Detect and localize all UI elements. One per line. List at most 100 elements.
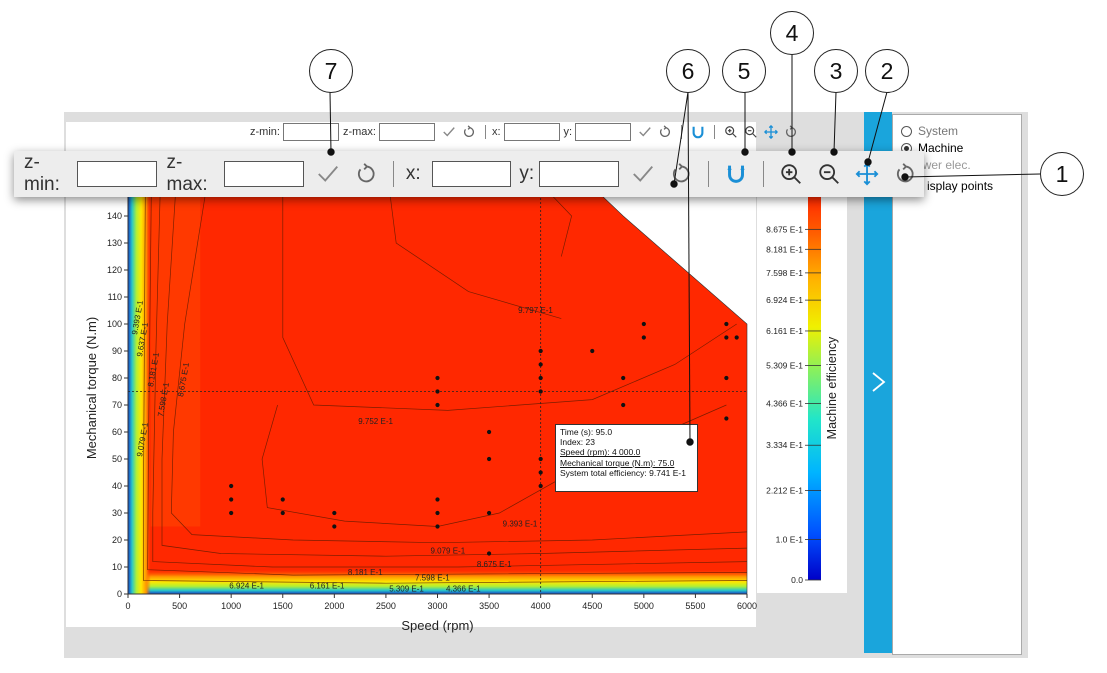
callout-1: 1	[1040, 152, 1084, 196]
zoom-out-icon[interactable]	[817, 161, 841, 187]
radio-power-elec[interactable]: ower elec.	[916, 158, 971, 172]
zoom-in-icon[interactable]	[724, 125, 738, 139]
toolbar-divider	[707, 161, 709, 187]
contour-line	[170, 162, 747, 544]
magnet-icon[interactable]	[691, 125, 705, 139]
contour-label: 9.079 E-1	[430, 547, 465, 556]
operating-point	[435, 510, 440, 516]
callout-4: 4	[770, 11, 814, 55]
x-label: x:	[405, 163, 421, 184]
y-tick-label: 40	[112, 481, 122, 491]
collapse-sidebar[interactable]	[864, 112, 892, 653]
operating-point	[229, 510, 234, 516]
contour-line	[161, 162, 747, 557]
chevron-right-icon[interactable]	[870, 370, 888, 394]
x-input[interactable]	[431, 161, 512, 187]
callout-6: 6	[666, 49, 710, 93]
radio-label: Machine	[918, 141, 964, 155]
x-label-small: x:	[491, 126, 501, 138]
y-input[interactable]	[539, 161, 619, 187]
contour-label: 8.181 E-1	[348, 568, 383, 577]
contour-line	[385, 162, 562, 319]
contour-line	[147, 162, 747, 576]
toolbar-divider	[393, 161, 394, 187]
apply-xy-check-icon[interactable]	[631, 161, 655, 187]
colorbar-tick-label: 1.0 E-1	[776, 535, 804, 545]
radio-system[interactable]: System	[901, 124, 958, 138]
contour-line	[152, 162, 747, 568]
zoom-out-icon[interactable]	[744, 125, 758, 139]
zmin-input[interactable]	[76, 161, 157, 187]
tooltip-efficiency: System total efficiency: 9.741 E-1	[560, 467, 686, 478]
colorbar-tick-label: 7.598 E-1	[766, 268, 803, 278]
zmax-label: z-max:	[166, 152, 208, 195]
zmax-label-small: z-max:	[342, 126, 376, 138]
contour-label: 9.393 E-1	[503, 520, 538, 529]
tooltip-speed: Speed (rpm): 4 000.0	[560, 447, 641, 458]
check-icon[interactable]	[442, 125, 456, 139]
operating-point	[435, 375, 440, 381]
x-tick-label: 5000	[634, 601, 654, 611]
y-tick-label: 0	[117, 589, 122, 599]
operating-point	[486, 551, 492, 556]
y-tick-label: 50	[112, 454, 122, 464]
operating-point	[538, 389, 543, 394]
colorbar-tick-label: 3.334 E-1	[766, 440, 803, 450]
operating-point	[486, 510, 492, 516]
y-label-small: y:	[563, 126, 573, 138]
callout-2: 2	[865, 49, 909, 93]
check-icon[interactable]	[638, 125, 652, 139]
contour-line	[282, 162, 737, 411]
radio-button[interactable]	[901, 125, 912, 137]
y-tick-label: 110	[108, 292, 122, 302]
reset-xy-icon[interactable]	[669, 161, 693, 187]
y-tick-label: 10	[112, 562, 122, 572]
contour-label: 7.598 E-1	[415, 574, 450, 583]
operating-point	[486, 456, 492, 462]
x-tick-label: 1000	[221, 601, 241, 611]
operating-point	[724, 335, 729, 340]
reset-icon[interactable]	[658, 125, 672, 139]
small-toolbar: z-min: z-max: x: y:	[250, 121, 801, 143]
contour-label: 6.924 E-1	[229, 582, 264, 591]
x-input-small[interactable]	[503, 123, 560, 141]
contour-label: 6.161 E-1	[310, 582, 345, 591]
reset-icon[interactable]	[462, 125, 476, 139]
colorbar-tick-label: 6.161 E-1	[766, 326, 803, 336]
pan-icon[interactable]	[764, 125, 779, 139]
y-axis-label: Mechanical torque (N.m)	[84, 317, 99, 459]
colorbar-tick-label: 2.212 E-1	[766, 486, 803, 496]
zmax-input-small[interactable]	[378, 123, 435, 141]
low-torque-band	[128, 569, 747, 594]
y-tick-label: 70	[112, 400, 122, 410]
operating-point	[538, 362, 543, 367]
x-tick-label: 5500	[685, 601, 705, 611]
operating-point	[229, 497, 234, 502]
y-tick-label: 120	[107, 265, 122, 275]
zoom-in-icon[interactable]	[779, 161, 803, 187]
operating-point	[641, 335, 646, 340]
reset-view-icon[interactable]	[893, 161, 917, 187]
magnet-icon[interactable]	[724, 161, 748, 187]
contour-label: 8.675 E-1	[477, 560, 512, 569]
colorbar-tick-label: 8.181 E-1	[766, 244, 803, 254]
colorbar-tick-label: 0.0	[791, 575, 803, 585]
zoomed-toolbar: z-min: z-max: x: y:	[14, 151, 924, 197]
y-tick-label: 20	[112, 535, 122, 545]
zmin-input-small[interactable]	[282, 123, 339, 141]
operating-point	[734, 335, 739, 340]
display-points-toggle[interactable]: isplay points	[927, 179, 993, 193]
x-tick-label: 4500	[582, 601, 602, 611]
y-tick-label: 30	[112, 508, 122, 518]
reset-z-icon[interactable]	[354, 161, 378, 187]
reset-view-icon[interactable]	[784, 125, 798, 139]
pan-icon[interactable]	[855, 161, 879, 187]
toolbar-divider	[681, 125, 683, 139]
colorbar-tick-label: 5.309 E-1	[766, 360, 803, 370]
zmax-input[interactable]	[224, 161, 304, 187]
callout-3: 3	[814, 49, 858, 93]
apply-z-check-icon[interactable]	[316, 161, 340, 187]
tooltip-time: Time (s): 95.0	[560, 427, 613, 437]
tooltip-index: Index: 23	[560, 437, 595, 448]
y-input-small[interactable]	[575, 123, 632, 141]
